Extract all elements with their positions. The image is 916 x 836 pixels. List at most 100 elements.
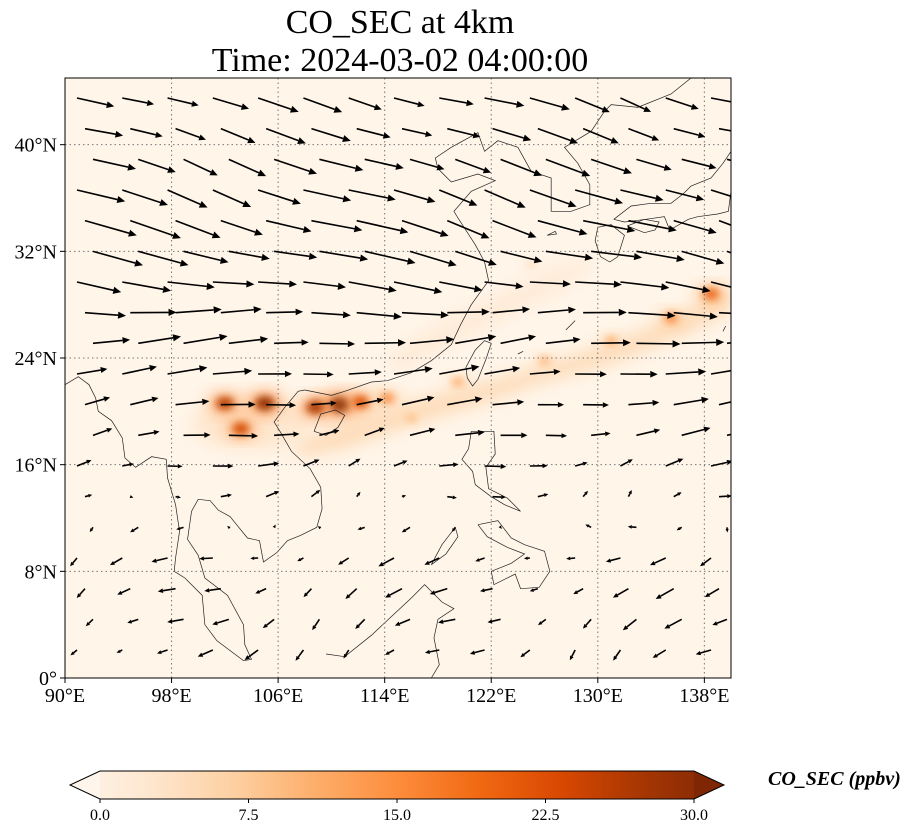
wind-arrow	[348, 97, 376, 108]
concentration-hotspot	[232, 422, 250, 435]
wind-arrow	[72, 557, 78, 564]
wind-arrowhead	[114, 130, 124, 138]
wind-arrowhead	[227, 463, 234, 469]
concentration-hotspot	[306, 400, 325, 414]
wind-arrowhead	[663, 164, 672, 171]
wind-arrowhead	[313, 459, 320, 464]
lon-tick-label: 114°E	[360, 685, 409, 707]
wind-arrowhead	[566, 556, 571, 561]
colorbar-label: CO_SEC (ppbv)	[768, 768, 901, 790]
wind-arrowhead	[151, 396, 159, 403]
wind-arrowhead	[355, 458, 361, 463]
wind-arrowhead	[426, 196, 436, 204]
wind-arrow	[681, 250, 717, 263]
wind-arrowhead	[127, 619, 133, 624]
wind-arrowhead	[557, 401, 565, 408]
wind-arrowhead	[703, 426, 711, 433]
wind-arrow	[540, 618, 547, 624]
wind-arrowhead	[240, 103, 250, 110]
wind-arrow	[628, 127, 653, 139]
wind-arrow	[628, 311, 668, 317]
wind-arrowhead	[515, 282, 524, 290]
wind-arrowhead	[517, 399, 525, 406]
wind-arrow	[76, 369, 101, 375]
wind-arrowhead	[469, 650, 476, 655]
wind-arrowhead	[667, 311, 676, 319]
wind-arrow	[76, 461, 88, 467]
wind-arrowhead	[116, 649, 121, 653]
wind-arrow	[257, 189, 294, 203]
wind-arrowhead	[428, 427, 436, 434]
wind-arrowhead	[292, 197, 301, 205]
wind-arrowhead	[260, 336, 269, 344]
wind-arrowhead	[627, 525, 632, 529]
coastline	[430, 526, 459, 565]
wind-arrowhead	[387, 194, 396, 202]
wind-arrow	[364, 158, 397, 168]
wind-arrowhead	[342, 195, 352, 203]
lon-tick-label: 122°E	[466, 685, 516, 707]
wind-arrowhead	[604, 431, 611, 437]
wind-arrow	[718, 219, 731, 226]
wind-arrow	[266, 311, 296, 314]
wind-arrowhead	[451, 528, 456, 533]
wind-arrowhead	[488, 258, 497, 266]
wind-arrow	[167, 281, 207, 288]
wind-arrow	[681, 428, 705, 437]
wind-arrow	[303, 281, 339, 288]
wind-arrow	[656, 649, 667, 657]
lat-tick-label: 24°N	[15, 348, 57, 370]
wind-arrowhead	[257, 169, 267, 177]
wind-arrowhead	[471, 364, 480, 372]
wind-arrowhead	[70, 561, 75, 567]
wind-arrowhead	[342, 311, 351, 319]
wind-arrowhead	[209, 169, 218, 176]
wind-arrowhead	[695, 194, 705, 202]
wind-arrowhead	[273, 461, 280, 467]
wind-arrowhead	[85, 621, 91, 627]
wind-arrow	[447, 398, 476, 406]
wind-arrowhead	[742, 287, 751, 294]
wind-arrow	[273, 158, 310, 172]
wind-arrowhead	[569, 137, 579, 144]
wind-arrowhead	[378, 561, 385, 567]
wind-arrowhead	[168, 308, 177, 316]
wind-arrow	[700, 649, 712, 654]
wind-arrow	[356, 399, 378, 406]
wind-arrow	[409, 339, 447, 345]
wind-arrowhead	[500, 463, 507, 469]
wind-arrowhead	[212, 620, 218, 626]
coastline	[547, 230, 558, 236]
wind-arrowhead	[213, 306, 222, 314]
wind-arrow	[122, 189, 161, 204]
wind-arrowhead	[378, 427, 385, 433]
wind-arrowhead	[537, 621, 543, 626]
wind-arrowhead	[601, 106, 610, 113]
wind-arrow	[575, 281, 614, 286]
wind-arrowhead	[602, 402, 609, 408]
wind-arrow	[305, 588, 313, 595]
colorbar: 0.0 7.5 15.0 22.5 30.0	[68, 770, 726, 824]
wind-arrow	[92, 158, 129, 168]
wind-arrow	[297, 649, 305, 658]
wind-arrowhead	[480, 588, 485, 593]
wind-arrow	[348, 588, 358, 597]
wind-arrow	[364, 250, 408, 262]
wind-arrow	[364, 429, 380, 437]
wind-arrow	[523, 649, 531, 656]
wind-arrow	[660, 587, 675, 597]
wind-arrow	[175, 219, 214, 236]
colorbar-tick-label: 7.5	[239, 807, 259, 824]
wind-arrowhead	[204, 432, 211, 438]
wind-arrowhead	[690, 103, 699, 110]
wind-arrowhead	[356, 491, 361, 496]
wind-arrow	[455, 336, 489, 345]
wind-arrowhead	[177, 464, 183, 469]
wind-arrow	[401, 398, 428, 406]
wind-arrow	[455, 432, 479, 437]
wind-arrow	[446, 219, 483, 236]
wind-arrowhead	[516, 100, 525, 108]
wind-arrowhead	[582, 623, 588, 629]
wind-arrowhead	[612, 593, 619, 598]
